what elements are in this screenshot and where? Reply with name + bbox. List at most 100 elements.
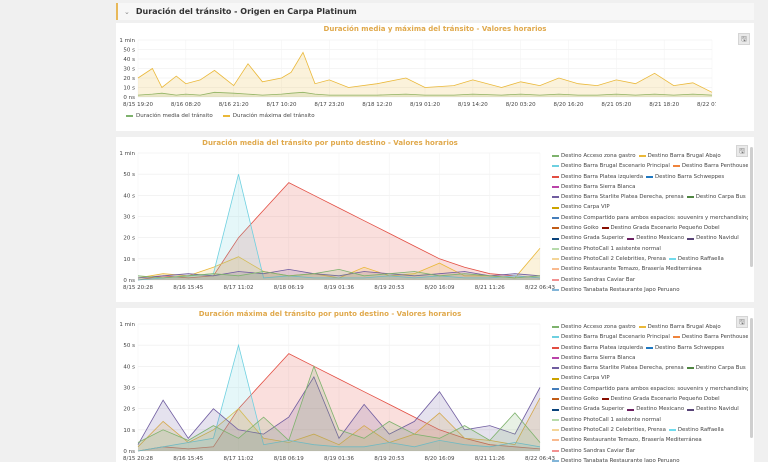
series-line[interactable] [137,397,541,448]
legend-label: Destino Raffaella [677,426,724,433]
y-tick-label: 10 s [123,86,135,92]
legend-item[interactable]: Duración máxima del tránsito [222,113,315,119]
legend-label: Destino Goiko [561,225,599,232]
legend-item[interactable]: Destino Carpa Bus [686,192,746,202]
save-icon[interactable]: 🖫 [738,33,750,45]
save-icon[interactable]: 🖫 [736,316,748,328]
series-area [138,398,540,451]
legend-item[interactable]: Destino Mexicano [627,404,684,414]
scrollbar[interactable] [750,318,753,438]
legend-item[interactable]: Destino Barra Brugal Escenario Principal [552,332,670,342]
legend-item[interactable]: Destino PhotoCall 2 Celebrities, Prensa [552,425,666,435]
legend-row: Destino Grada Superior Destino Mexicano De… [552,233,748,243]
series-line[interactable] [137,343,541,452]
legend-label: Destino Sandras Caviar Bar [561,276,636,283]
legend-item[interactable]: Destino Barra Schweppes [646,343,724,353]
legend-swatch [552,460,559,462]
legend-row: Destino Sandras Caviar Bar [552,275,748,285]
legend-label: Destino Barra Schweppes [655,344,725,351]
legend-row: Destino Goiko Destino Grada Escenario Peq… [552,394,748,404]
legend-item[interactable]: Destino Barra Starlite Platea Derecha, p… [552,192,684,202]
legend-label: Duración máxima del tránsito [232,113,315,119]
series-line[interactable] [137,353,541,452]
legend-item[interactable]: Destino Barra Sierra Blanca [552,353,635,363]
legend-item[interactable]: Destino Goiko [552,394,599,404]
legend-label: Destino Barra Brugal Escenario Principal [561,163,670,170]
x-tick-label: 8/19 20:53 [374,456,404,462]
legend-item[interactable]: Destino Navidul [687,233,739,243]
legend-label: Destino Acceso zona gastro [561,153,636,159]
y-tick-label: 10 s [123,257,135,263]
x-tick-label: 8/18 06:19 [274,456,304,462]
legend-item[interactable]: Destino Acceso zona gastro [552,322,636,332]
legend-item[interactable]: Destino Barra Penthouse [672,332,748,342]
legend-row: Destino Compartido para ambos espacios: … [552,213,748,223]
legend-item[interactable]: Destino Barra Brugal Escenario Principal [552,161,670,171]
legend-item[interactable]: Destino Acceso zona gastro [552,151,636,161]
y-tick-label: 10 s [123,428,135,434]
legend-item[interactable]: Destino Barra Starlite Platea Derecha, p… [552,363,684,373]
y-tick-label: 0 ns [123,278,135,284]
legend-item[interactable]: Destino Sandras Caviar Bar [552,446,635,456]
legend-item[interactable]: Destino Grada Superior [552,233,624,243]
legend-item[interactable]: Destino Compartido para ambos espacios: … [552,384,748,394]
legend-label: Destino PhotoCall 2 Celebrities, Prensa [561,426,666,433]
legend-item[interactable]: Destino Mexicano [627,233,684,243]
legend-label: Destino Barra Platea izquierda [561,344,643,351]
legend-label: Destino Navidul [696,235,739,242]
legend-label: Destino Barra Brugal Escenario Principal [561,334,670,341]
legend-item[interactable]: Destino Barra Sierra Blanca [552,182,635,192]
legend-swatch [552,336,559,339]
legend-swatch [552,258,559,261]
legend-item[interactable]: Destino Raffaella [668,425,724,435]
scrollbar[interactable] [750,147,753,267]
legend-item[interactable]: Destino Carpa VIP [552,202,610,212]
legend-item[interactable]: Destino Barra Brugal Abajo [638,322,721,332]
legend-item[interactable]: Destino Barra Platea izquierda [552,172,643,182]
legend-item[interactable]: Destino Grada Escenario Pequeño Dobel [601,394,720,404]
series-area [138,248,540,280]
legend-side: Destino Acceso zona gastro Destino Barra … [552,322,748,462]
y-tick-label: 20 s [123,407,135,413]
legend-side: Destino Acceso zona gastro Destino Barra … [552,151,748,299]
series-line[interactable] [137,91,713,96]
legend-item[interactable]: Destino Navidul [687,404,739,414]
y-tick-label: 30 s [123,386,135,392]
legend-item[interactable]: Destino Carpa VIP [552,373,610,383]
legend-item[interactable]: Destino Goiko [552,223,599,233]
legend-item[interactable]: Destino Grada Escenario Pequeño Dobel [601,223,720,233]
legend-item[interactable]: Destino PhotoCall 2 Celebrities, Prensa [552,254,666,264]
save-icon[interactable]: 🖫 [736,145,748,157]
legend-item[interactable]: Destino PhotoCall 1 asistente normal [552,415,661,425]
legend-item[interactable]: Destino Barra Schweppes [646,172,724,182]
series-line[interactable] [137,365,541,443]
y-tick-label: 20 s [123,76,135,82]
series-line[interactable] [137,182,541,281]
legend-item[interactable]: Destino Restaurante Temazo, Brasería Med… [552,435,702,445]
legend-item[interactable]: Destino Carpa Bus [686,363,746,373]
y-tick-label: 1 min [119,151,135,157]
legend-item[interactable]: Destino PhotoCall 1 asistente normal [552,244,661,254]
legend-item[interactable]: Destino Tanabata Restaurante Japo Peruan… [552,456,680,462]
series-line[interactable] [137,268,541,279]
legend-item[interactable]: Destino Barra Platea izquierda [552,343,643,353]
legend-label: Destino Carpa VIP [561,204,610,211]
legend-item[interactable]: Duración media del tránsito [126,113,213,119]
chevron-down-icon[interactable]: ⌄ [124,7,130,16]
series-line[interactable] [137,268,541,279]
legend-label: Destino Tanabata Restaurante Japo Peruan… [561,457,680,462]
legend-swatch [601,398,609,401]
row-header[interactable]: ⌄ Duración del tránsito - Origen en Carp… [116,3,754,20]
legend-item[interactable]: Destino Grada Superior [552,404,624,414]
legend-swatch [552,216,559,219]
legend-item[interactable]: Destino Barra Penthouse [672,161,748,171]
legend-item[interactable]: Destino Tanabata Restaurante Japo Peruan… [552,285,680,295]
legend-swatch [552,237,559,240]
series-line[interactable] [137,376,541,445]
legend-item[interactable]: Destino Compartido para ambos espacios: … [552,213,748,223]
series-line[interactable] [137,51,713,93]
legend-item[interactable]: Destino Sandras Caviar Bar [552,275,635,285]
legend-item[interactable]: Destino Raffaella [668,254,724,264]
legend-item[interactable]: Destino Barra Brugal Abajo [638,151,721,161]
legend-item[interactable]: Destino Restaurante Temazo, Brasería Med… [552,264,702,274]
